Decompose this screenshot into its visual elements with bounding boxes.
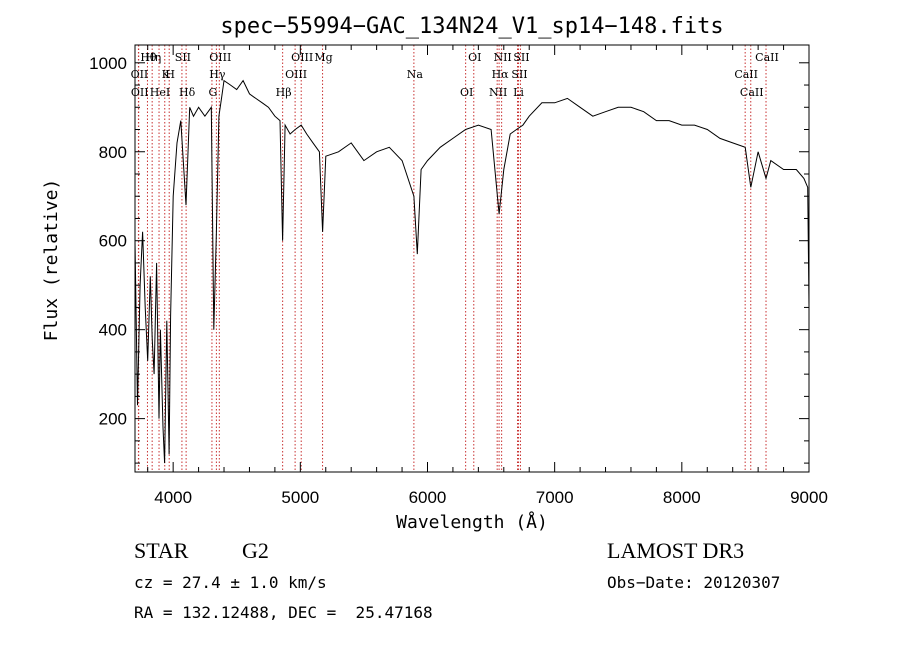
object-subclass: G2 xyxy=(242,538,269,563)
spectral-line-label: SII xyxy=(513,51,529,64)
spectral-line-label: CaII xyxy=(734,68,758,81)
y-tick-label: 800 xyxy=(99,143,127,162)
survey-name: LAMOST DR3 xyxy=(607,538,745,563)
y-tick-label: 200 xyxy=(99,410,127,429)
spectral-line-label: OII xyxy=(131,68,149,81)
spectral-line-label: SII xyxy=(511,68,527,81)
spectral-line-label: Hη xyxy=(145,51,161,64)
spectral-line-label: Mg xyxy=(314,51,332,64)
spectrum-series-line xyxy=(134,79,810,464)
observation-date: Obs−Date: 20120307 xyxy=(607,573,781,592)
spectral-line-label: Hδ xyxy=(179,86,196,99)
spectral-line-label: Li xyxy=(513,86,524,99)
spectral-line-label: OIII xyxy=(291,51,313,64)
x-axis-label: Wavelength (Å) xyxy=(396,511,548,533)
spectral-line-label: CaII xyxy=(755,51,779,64)
spectral-line-label: SII xyxy=(175,51,191,64)
spectral-line-label: OIII xyxy=(285,68,307,81)
spectral-line-label: Hγ xyxy=(209,68,226,81)
spectral-line-label: CaII xyxy=(740,86,764,99)
spectral-line-label: OI xyxy=(460,86,473,99)
spectral-line-label: H xyxy=(165,68,175,81)
spectral-line-markers xyxy=(137,45,767,472)
x-tick-label: 9000 xyxy=(790,488,828,507)
spectral-line-label: HeI xyxy=(150,86,170,99)
spectral-line-label: G xyxy=(209,86,218,99)
plot-frame xyxy=(134,44,810,473)
x-axis-ticks: 4000 5000 6000 7000 8000 9000 xyxy=(147,45,828,507)
spectral-line-labels: HθOIIOIIHηKHeISIIHHδOIIIHγGOIIIOIIIHβMgN… xyxy=(131,51,779,99)
x-tick-label: 6000 xyxy=(409,488,447,507)
x-tick-label: 8000 xyxy=(663,488,701,507)
coordinates-readout: RA = 132.12488, DEC = 25.47168 xyxy=(134,603,433,622)
x-tick-label: 7000 xyxy=(536,488,574,507)
y-axis-ticks: 200 400 600 800 1000 xyxy=(89,54,809,464)
spectral-line-label: Hθ xyxy=(140,51,157,64)
x-tick-label: 4000 xyxy=(154,488,192,507)
x-tick-label: 5000 xyxy=(281,488,319,507)
y-axis-label: Flux (relative) xyxy=(41,179,62,342)
y-tick-label: 1000 xyxy=(89,54,127,73)
spectral-line-label: NII xyxy=(493,51,511,64)
spectral-line-label: OI xyxy=(468,51,481,64)
spectral-line-label: Hα xyxy=(492,68,510,81)
y-tick-label: 600 xyxy=(99,232,127,251)
spectral-line-label: Hβ xyxy=(276,86,292,99)
spectral-line-label: OIII xyxy=(209,51,231,64)
spectral-line-label: Na xyxy=(407,68,424,81)
chart-title: spec−55994−GAC_134N24_V1_sp14−148.fits xyxy=(220,14,723,39)
redshift-readout: cz = 27.4 ± 1.0 km/s xyxy=(134,573,327,592)
spectral-line-label: OII xyxy=(131,86,149,99)
spectral-line-label: NII xyxy=(489,86,507,99)
y-tick-label: 400 xyxy=(99,321,127,340)
spectral-line-label: K xyxy=(162,68,171,81)
object-class: STAR xyxy=(134,538,189,563)
